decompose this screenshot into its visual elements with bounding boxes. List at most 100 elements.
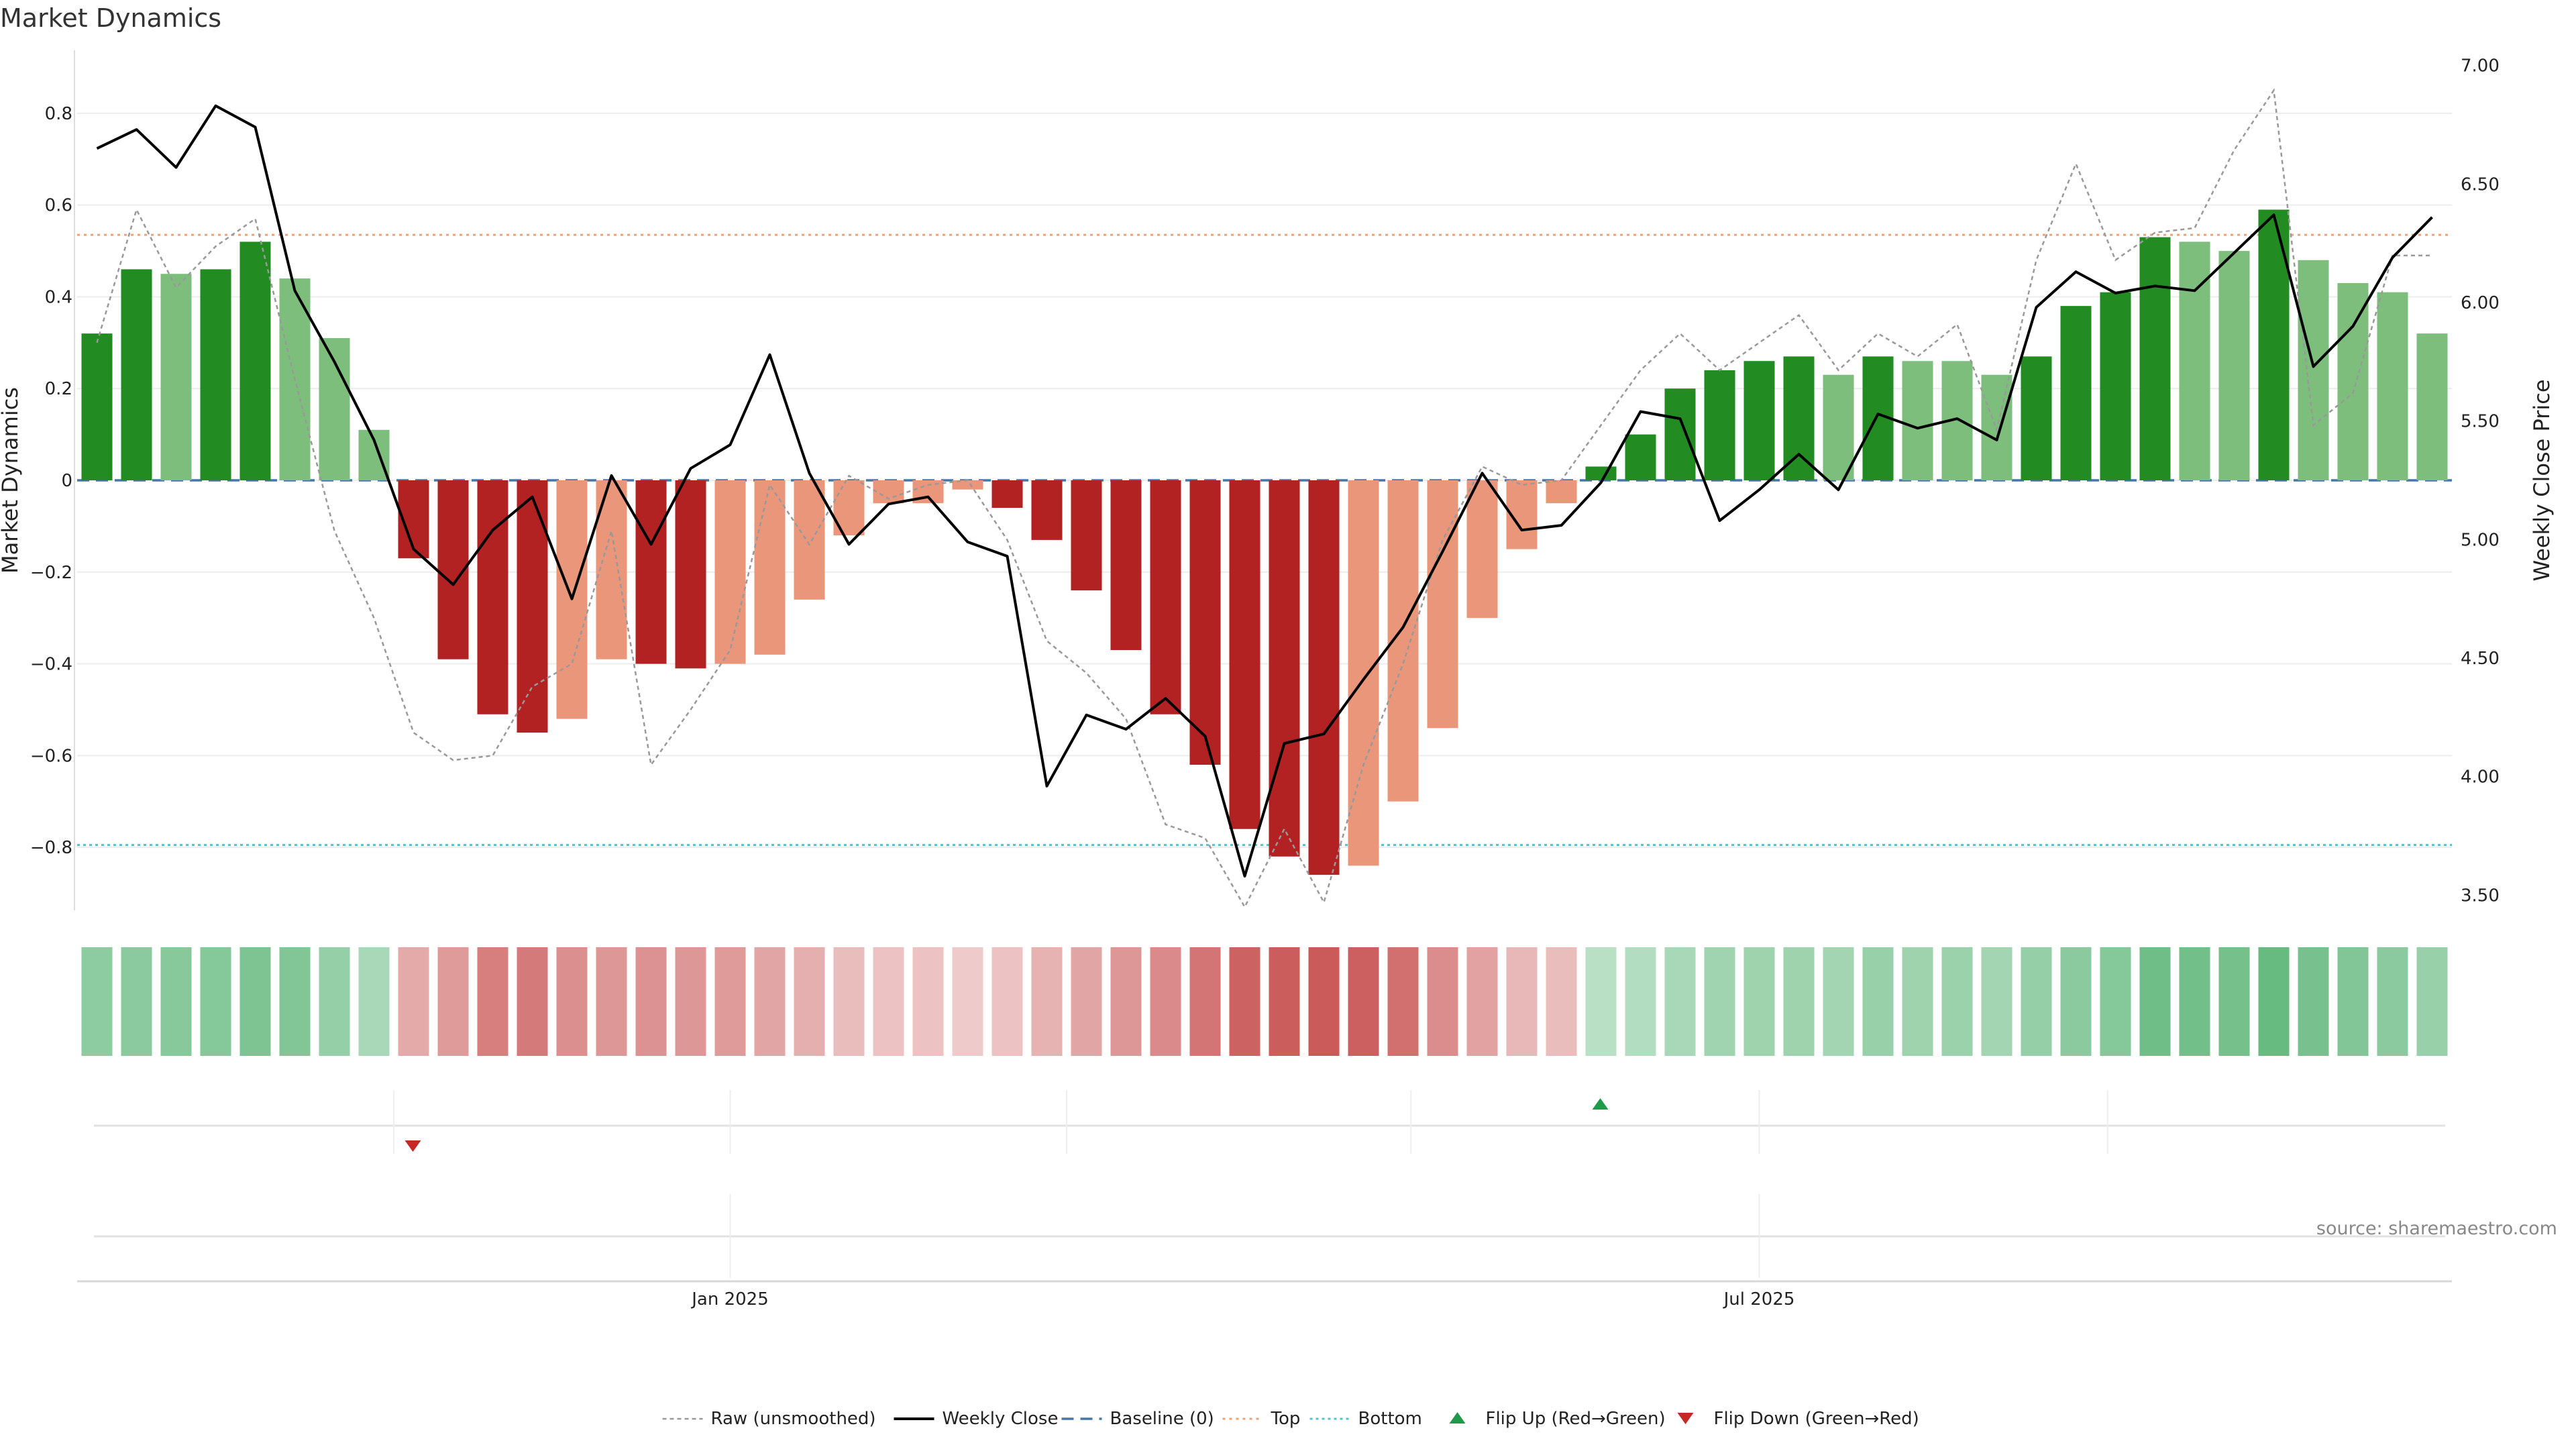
legend-label: Bottom bbox=[1358, 1409, 1422, 1429]
heat-cell bbox=[1823, 947, 1854, 1056]
y-tick-label: 0.2 bbox=[45, 379, 72, 399]
heat-cell bbox=[1743, 947, 1775, 1056]
bar bbox=[2021, 356, 2052, 480]
weekly-close-line bbox=[96, 104, 2433, 878]
x-tick-label: Jul 2025 bbox=[1723, 1289, 1795, 1309]
bar bbox=[635, 480, 667, 664]
bar bbox=[2060, 306, 2092, 480]
heat-cell bbox=[200, 947, 231, 1056]
heat-cell bbox=[1664, 947, 1696, 1056]
legend-swatch bbox=[1677, 1413, 1694, 1424]
bottom-panel bbox=[94, 1194, 2445, 1278]
legend-swatch bbox=[1449, 1412, 1466, 1424]
legend-label: Top bbox=[1271, 1409, 1301, 1429]
heat-cell bbox=[81, 947, 113, 1056]
heat-cell bbox=[2337, 947, 2369, 1056]
legend-label: Weekly Close bbox=[943, 1409, 1059, 1429]
heat-cell bbox=[952, 947, 983, 1056]
bar bbox=[2377, 292, 2408, 480]
legend-label: Raw (unsmoothed) bbox=[711, 1409, 876, 1429]
bar bbox=[1546, 480, 1577, 504]
heat-cell bbox=[2060, 947, 2092, 1056]
y2-tick-label: 4.00 bbox=[2461, 767, 2500, 788]
y-tick-label: −0.8 bbox=[30, 838, 72, 858]
chart-title: Market Dynamics bbox=[0, 3, 221, 33]
bar bbox=[1189, 480, 1221, 765]
bar bbox=[952, 480, 983, 490]
heat-cell bbox=[239, 947, 271, 1056]
heat-cell bbox=[556, 947, 588, 1056]
bar bbox=[1704, 370, 1735, 480]
heat-cell bbox=[2139, 947, 2171, 1056]
y2-tick-label: 3.50 bbox=[2461, 885, 2500, 906]
bar bbox=[239, 241, 271, 480]
heat-cell bbox=[833, 947, 865, 1056]
bar bbox=[1823, 374, 1854, 480]
bar bbox=[200, 269, 231, 480]
heat-cell bbox=[1585, 947, 1617, 1056]
heat-cell bbox=[1704, 947, 1735, 1056]
heat-cell bbox=[398, 947, 429, 1056]
y2-tick-label: 4.50 bbox=[2461, 649, 2500, 669]
y2-tick-label: 6.50 bbox=[2461, 174, 2500, 195]
heat-cell bbox=[1269, 947, 1300, 1056]
heat-cell bbox=[358, 947, 390, 1056]
heat-cell bbox=[2218, 947, 2250, 1056]
bar bbox=[1466, 480, 1498, 619]
heat-cell bbox=[2416, 947, 2448, 1056]
bar bbox=[1902, 361, 1933, 480]
legend-item-close: Weekly Close bbox=[894, 1409, 1059, 1429]
heat-cell bbox=[1427, 947, 1458, 1056]
heat-cell bbox=[2179, 947, 2210, 1056]
bar bbox=[1664, 388, 1696, 480]
bar bbox=[2337, 282, 2369, 480]
bar bbox=[81, 333, 113, 480]
heat-cell bbox=[1625, 947, 1656, 1056]
bar bbox=[675, 480, 706, 669]
bar bbox=[794, 480, 825, 600]
heat-cell bbox=[1506, 947, 1538, 1056]
heat-cell bbox=[437, 947, 469, 1056]
bar bbox=[2218, 251, 2250, 480]
y2-tick-label: 5.00 bbox=[2461, 530, 2500, 550]
x-axis: Jan 2025 Jul 2025 bbox=[77, 1280, 2452, 1309]
bar bbox=[873, 480, 904, 504]
heat-cell bbox=[121, 947, 152, 1056]
legend-item-flipdown: Flip Down (Green→Red) bbox=[1677, 1409, 1919, 1429]
heat-cell bbox=[1941, 947, 1973, 1056]
bar bbox=[754, 480, 786, 655]
bar bbox=[1348, 480, 1379, 866]
heat-cell bbox=[754, 947, 786, 1056]
legend-label: Flip Down (Green→Red) bbox=[1714, 1409, 1919, 1429]
legend: Raw (unsmoothed) Weekly Close Baseline (0)… bbox=[662, 1409, 1919, 1429]
heat-cell bbox=[675, 947, 706, 1056]
heat-cell bbox=[1150, 947, 1181, 1056]
bar bbox=[714, 480, 746, 664]
heat-cell bbox=[1387, 947, 1419, 1056]
reference-lines bbox=[77, 233, 2452, 847]
legend-item-bottom: Bottom bbox=[1309, 1409, 1422, 1429]
heat-cell bbox=[873, 947, 904, 1056]
y-axis-left: 0.8 0.6 0.4 0.2 0 −0.2 −0.4 −0.6 −0.8 Market Dyna… bbox=[0, 50, 75, 910]
y2-tick-label: 7.00 bbox=[2461, 56, 2500, 76]
legend-item-baseline: Baseline (0) bbox=[1061, 1409, 1214, 1429]
bar bbox=[1783, 356, 1815, 480]
heat-cell bbox=[2100, 947, 2131, 1056]
heat-cell bbox=[477, 947, 508, 1056]
heat-cell bbox=[2021, 947, 2052, 1056]
heat-strip bbox=[81, 947, 2448, 1056]
bar bbox=[1625, 434, 1656, 480]
y-axis-right: 7.00 6.50 6.00 5.50 5.00 4.50 4.00 3.50 Weekly C… bbox=[2461, 56, 2555, 906]
heat-cell bbox=[319, 947, 350, 1056]
y2-tick-label: 6.00 bbox=[2461, 293, 2500, 313]
raw-series bbox=[96, 88, 2432, 909]
bar bbox=[2258, 209, 2290, 480]
y-tick-label: −0.2 bbox=[30, 563, 72, 583]
heat-cell bbox=[2377, 947, 2408, 1056]
heat-cell bbox=[1189, 947, 1221, 1056]
flip-up-marker bbox=[1592, 1098, 1609, 1110]
heat-cell bbox=[1862, 947, 1894, 1056]
y-tick-label: 0 bbox=[61, 471, 72, 491]
legend-item-raw: Raw (unsmoothed) bbox=[662, 1409, 876, 1429]
legend-item-flipup: Flip Up (Red→Green) bbox=[1449, 1409, 1666, 1429]
